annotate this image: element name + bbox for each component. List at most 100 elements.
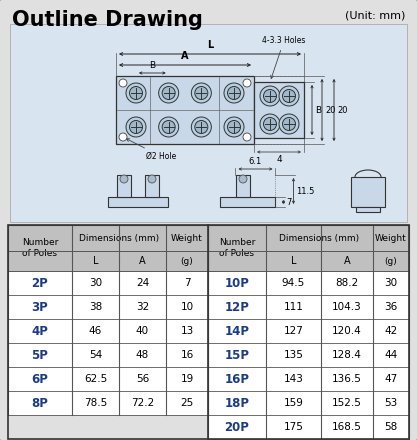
Bar bbox=[208, 271, 409, 295]
Circle shape bbox=[126, 83, 146, 103]
Text: Weight: Weight bbox=[171, 234, 203, 242]
Text: 128.4: 128.4 bbox=[332, 350, 362, 360]
Text: 48: 48 bbox=[136, 350, 149, 360]
Text: 30: 30 bbox=[89, 278, 102, 288]
Bar bbox=[351, 177, 385, 207]
Text: 143: 143 bbox=[284, 374, 304, 384]
Text: 78.5: 78.5 bbox=[84, 398, 107, 408]
Bar bbox=[10, 24, 407, 222]
Text: 111: 111 bbox=[284, 302, 304, 312]
Text: A: A bbox=[139, 256, 146, 266]
Circle shape bbox=[195, 87, 208, 99]
Text: Weight: Weight bbox=[375, 234, 407, 242]
Text: B: B bbox=[149, 61, 156, 70]
Bar bbox=[8, 225, 409, 439]
Text: 136.5: 136.5 bbox=[332, 374, 362, 384]
Bar bbox=[8, 271, 208, 295]
Bar bbox=[208, 225, 266, 271]
Circle shape bbox=[130, 87, 143, 99]
Text: B: B bbox=[315, 106, 321, 114]
Circle shape bbox=[119, 79, 127, 87]
Text: 88.2: 88.2 bbox=[335, 278, 359, 288]
Bar bbox=[8, 343, 208, 367]
Circle shape bbox=[158, 117, 178, 137]
Circle shape bbox=[228, 121, 241, 133]
Text: 40: 40 bbox=[136, 326, 149, 336]
Bar bbox=[208, 391, 409, 415]
Bar bbox=[8, 225, 208, 251]
Bar bbox=[117, 175, 131, 197]
Circle shape bbox=[120, 175, 128, 183]
Circle shape bbox=[239, 175, 247, 183]
Circle shape bbox=[282, 89, 296, 103]
Bar bbox=[254, 82, 304, 138]
Text: Outline Drawing: Outline Drawing bbox=[12, 10, 203, 30]
Bar bbox=[8, 225, 72, 271]
Text: 15P: 15P bbox=[224, 348, 249, 362]
Text: Dimensions (mm): Dimensions (mm) bbox=[279, 234, 359, 242]
Text: L: L bbox=[207, 40, 213, 50]
Bar bbox=[8, 367, 208, 391]
Text: 32: 32 bbox=[136, 302, 149, 312]
Text: 3P: 3P bbox=[32, 301, 48, 313]
Text: 135: 135 bbox=[284, 350, 304, 360]
Text: 5P: 5P bbox=[32, 348, 48, 362]
Circle shape bbox=[243, 79, 251, 87]
Text: 13: 13 bbox=[181, 326, 193, 336]
Bar bbox=[221, 197, 276, 207]
Text: 8P: 8P bbox=[32, 396, 48, 410]
Bar bbox=[8, 295, 208, 319]
Circle shape bbox=[130, 121, 143, 133]
Text: 7: 7 bbox=[286, 198, 292, 206]
Text: 18P: 18P bbox=[224, 396, 249, 410]
Bar bbox=[208, 367, 409, 391]
Text: 2P: 2P bbox=[32, 276, 48, 290]
Bar bbox=[208, 295, 409, 319]
Text: 14P: 14P bbox=[224, 325, 249, 337]
Text: 44: 44 bbox=[384, 350, 398, 360]
Text: 36: 36 bbox=[384, 302, 398, 312]
Text: Number
of Poles: Number of Poles bbox=[22, 238, 58, 258]
Circle shape bbox=[243, 133, 251, 141]
Text: (g): (g) bbox=[181, 257, 193, 265]
Text: 152.5: 152.5 bbox=[332, 398, 362, 408]
Text: 6P: 6P bbox=[32, 373, 48, 385]
Text: 58: 58 bbox=[384, 422, 398, 432]
Circle shape bbox=[162, 87, 175, 99]
Text: 175: 175 bbox=[284, 422, 304, 432]
Text: 4P: 4P bbox=[32, 325, 48, 337]
Text: 54: 54 bbox=[89, 350, 102, 360]
Text: 94.5: 94.5 bbox=[282, 278, 305, 288]
Text: 12P: 12P bbox=[225, 301, 249, 313]
Text: A: A bbox=[181, 51, 189, 61]
Circle shape bbox=[279, 86, 299, 106]
Text: 7: 7 bbox=[183, 278, 190, 288]
Text: 10P: 10P bbox=[225, 276, 249, 290]
Bar bbox=[208, 319, 409, 343]
Text: 42: 42 bbox=[384, 326, 398, 336]
Bar bbox=[145, 175, 159, 197]
Text: 72.2: 72.2 bbox=[131, 398, 154, 408]
Text: 4: 4 bbox=[276, 155, 282, 164]
Bar bbox=[266, 251, 409, 271]
Text: 56: 56 bbox=[136, 374, 149, 384]
Circle shape bbox=[224, 83, 244, 103]
Text: 47: 47 bbox=[384, 374, 398, 384]
Bar bbox=[356, 207, 380, 212]
Circle shape bbox=[224, 117, 244, 137]
Circle shape bbox=[282, 117, 296, 131]
Circle shape bbox=[260, 114, 280, 134]
Text: L: L bbox=[291, 256, 296, 266]
Text: 127: 127 bbox=[284, 326, 304, 336]
Circle shape bbox=[264, 89, 276, 103]
Circle shape bbox=[148, 175, 156, 183]
Text: 10: 10 bbox=[181, 302, 193, 312]
Circle shape bbox=[260, 86, 280, 106]
Circle shape bbox=[191, 117, 211, 137]
Text: 25: 25 bbox=[181, 398, 193, 408]
Text: 11.5: 11.5 bbox=[296, 187, 315, 195]
Text: (Unit: mm): (Unit: mm) bbox=[344, 10, 405, 20]
Text: 38: 38 bbox=[89, 302, 102, 312]
Bar bbox=[116, 76, 254, 144]
Text: 24: 24 bbox=[136, 278, 149, 288]
